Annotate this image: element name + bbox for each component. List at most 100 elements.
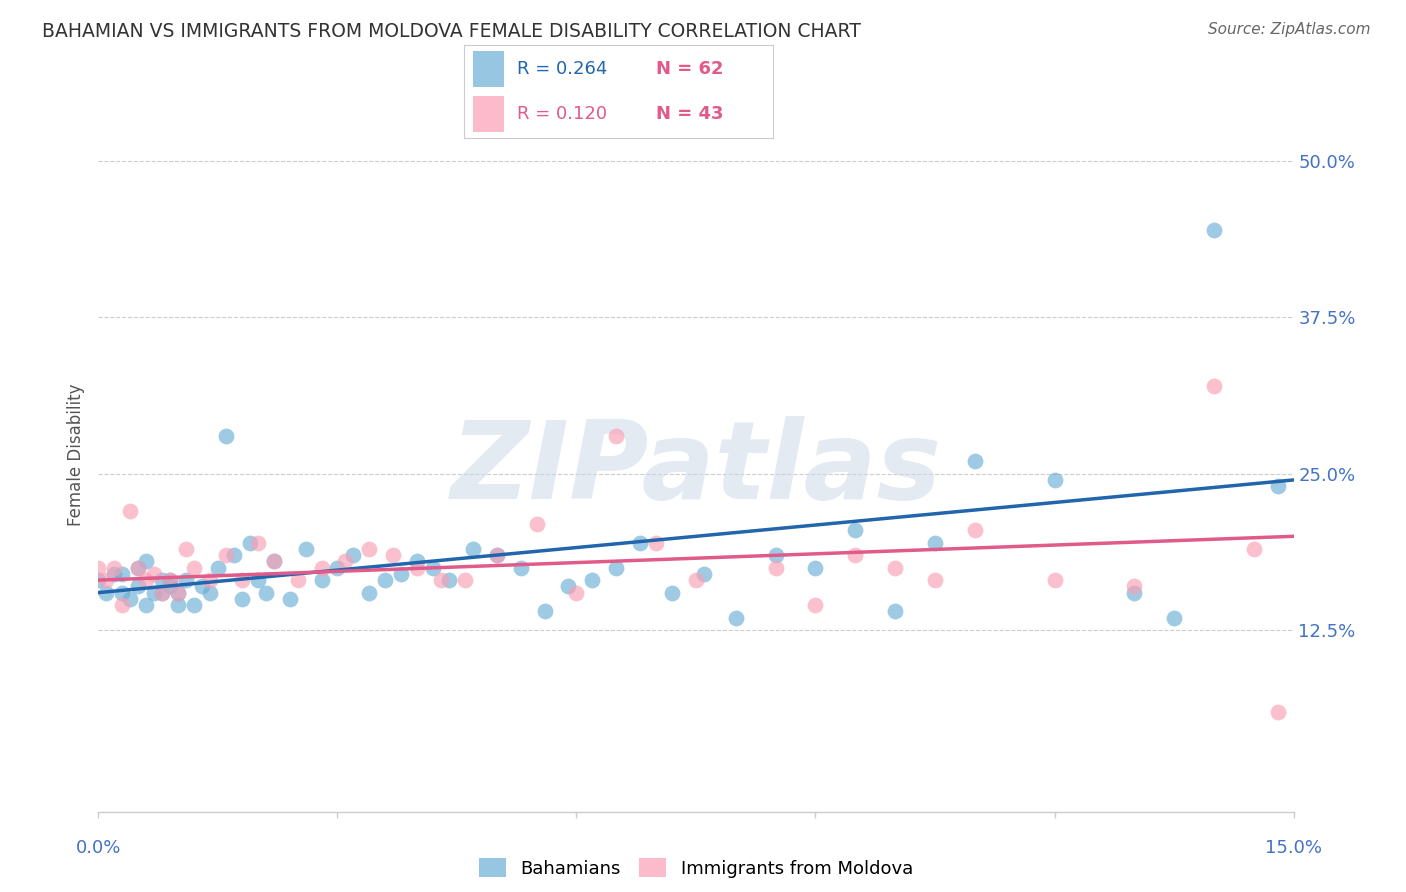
Point bbox=[342, 548, 364, 562]
Point bbox=[963, 523, 986, 537]
Point bbox=[174, 541, 197, 556]
Point bbox=[159, 573, 181, 587]
Point bbox=[183, 598, 205, 612]
Point bbox=[430, 573, 453, 587]
Text: 0.0%: 0.0% bbox=[76, 839, 121, 857]
Point bbox=[605, 429, 627, 443]
Point bbox=[135, 554, 157, 568]
Text: N = 43: N = 43 bbox=[655, 105, 723, 123]
Point bbox=[198, 585, 221, 599]
Point bbox=[1267, 479, 1289, 493]
Point bbox=[167, 598, 190, 612]
Point bbox=[111, 598, 134, 612]
Y-axis label: Female Disability: Female Disability bbox=[66, 384, 84, 526]
Point bbox=[246, 573, 269, 587]
Point bbox=[215, 429, 238, 443]
Point bbox=[485, 548, 508, 562]
Point bbox=[294, 541, 316, 556]
Point bbox=[263, 554, 285, 568]
Point bbox=[254, 585, 277, 599]
Point bbox=[1202, 222, 1225, 236]
Point bbox=[1123, 585, 1146, 599]
Point bbox=[924, 535, 946, 549]
Point bbox=[127, 560, 149, 574]
Legend: Bahamians, Immigrants from Moldova: Bahamians, Immigrants from Moldova bbox=[472, 851, 920, 885]
Point bbox=[884, 560, 907, 574]
Point bbox=[509, 560, 531, 574]
Point bbox=[150, 585, 173, 599]
Point bbox=[120, 504, 142, 518]
Text: 15.0%: 15.0% bbox=[1265, 839, 1322, 857]
FancyBboxPatch shape bbox=[474, 96, 505, 132]
Point bbox=[581, 573, 603, 587]
Point bbox=[406, 560, 429, 574]
Point bbox=[159, 573, 181, 587]
Point bbox=[359, 585, 381, 599]
Point bbox=[804, 598, 827, 612]
Point bbox=[374, 573, 396, 587]
Point bbox=[263, 554, 285, 568]
Text: ZIPatlas: ZIPatlas bbox=[450, 417, 942, 522]
Point bbox=[167, 585, 190, 599]
Point bbox=[765, 560, 787, 574]
Point bbox=[127, 560, 149, 574]
Point bbox=[239, 535, 262, 549]
Point bbox=[135, 573, 157, 587]
Point bbox=[143, 566, 166, 581]
Point bbox=[96, 585, 118, 599]
Point bbox=[422, 560, 444, 574]
Point bbox=[645, 535, 668, 549]
Point bbox=[87, 560, 110, 574]
Point bbox=[693, 566, 716, 581]
Point bbox=[311, 573, 333, 587]
Point bbox=[183, 560, 205, 574]
Point bbox=[311, 560, 333, 574]
Point bbox=[804, 560, 827, 574]
Point bbox=[174, 573, 197, 587]
Point bbox=[963, 454, 986, 468]
Point bbox=[246, 535, 269, 549]
Point bbox=[222, 548, 245, 562]
Point bbox=[326, 560, 349, 574]
Point bbox=[884, 604, 907, 618]
Point bbox=[1202, 379, 1225, 393]
Point bbox=[389, 566, 412, 581]
Point bbox=[135, 598, 157, 612]
Point bbox=[278, 591, 301, 606]
Point bbox=[1163, 610, 1185, 624]
Point bbox=[1043, 473, 1066, 487]
Point bbox=[557, 579, 579, 593]
Point bbox=[103, 560, 125, 574]
Point bbox=[207, 560, 229, 574]
Point bbox=[844, 523, 866, 537]
Point bbox=[111, 585, 134, 599]
Point bbox=[359, 541, 381, 556]
Point bbox=[150, 585, 173, 599]
Point bbox=[159, 579, 181, 593]
Point bbox=[765, 548, 787, 562]
Point bbox=[231, 573, 253, 587]
Point bbox=[1267, 705, 1289, 719]
Point bbox=[382, 548, 405, 562]
Text: N = 62: N = 62 bbox=[655, 60, 723, 78]
Point bbox=[103, 566, 125, 581]
Point bbox=[533, 604, 555, 618]
Point bbox=[844, 548, 866, 562]
Point bbox=[461, 541, 484, 556]
Point bbox=[87, 573, 110, 587]
Point bbox=[437, 573, 460, 587]
Point bbox=[215, 548, 238, 562]
Point bbox=[167, 585, 190, 599]
Point bbox=[191, 579, 214, 593]
Point bbox=[605, 560, 627, 574]
Text: BAHAMIAN VS IMMIGRANTS FROM MOLDOVA FEMALE DISABILITY CORRELATION CHART: BAHAMIAN VS IMMIGRANTS FROM MOLDOVA FEMA… bbox=[42, 22, 860, 41]
Point bbox=[150, 573, 173, 587]
Point bbox=[231, 591, 253, 606]
Text: Source: ZipAtlas.com: Source: ZipAtlas.com bbox=[1208, 22, 1371, 37]
FancyBboxPatch shape bbox=[474, 51, 505, 87]
Point bbox=[1243, 541, 1265, 556]
Point bbox=[120, 591, 142, 606]
Point bbox=[96, 573, 118, 587]
Point bbox=[454, 573, 477, 587]
Point bbox=[335, 554, 357, 568]
